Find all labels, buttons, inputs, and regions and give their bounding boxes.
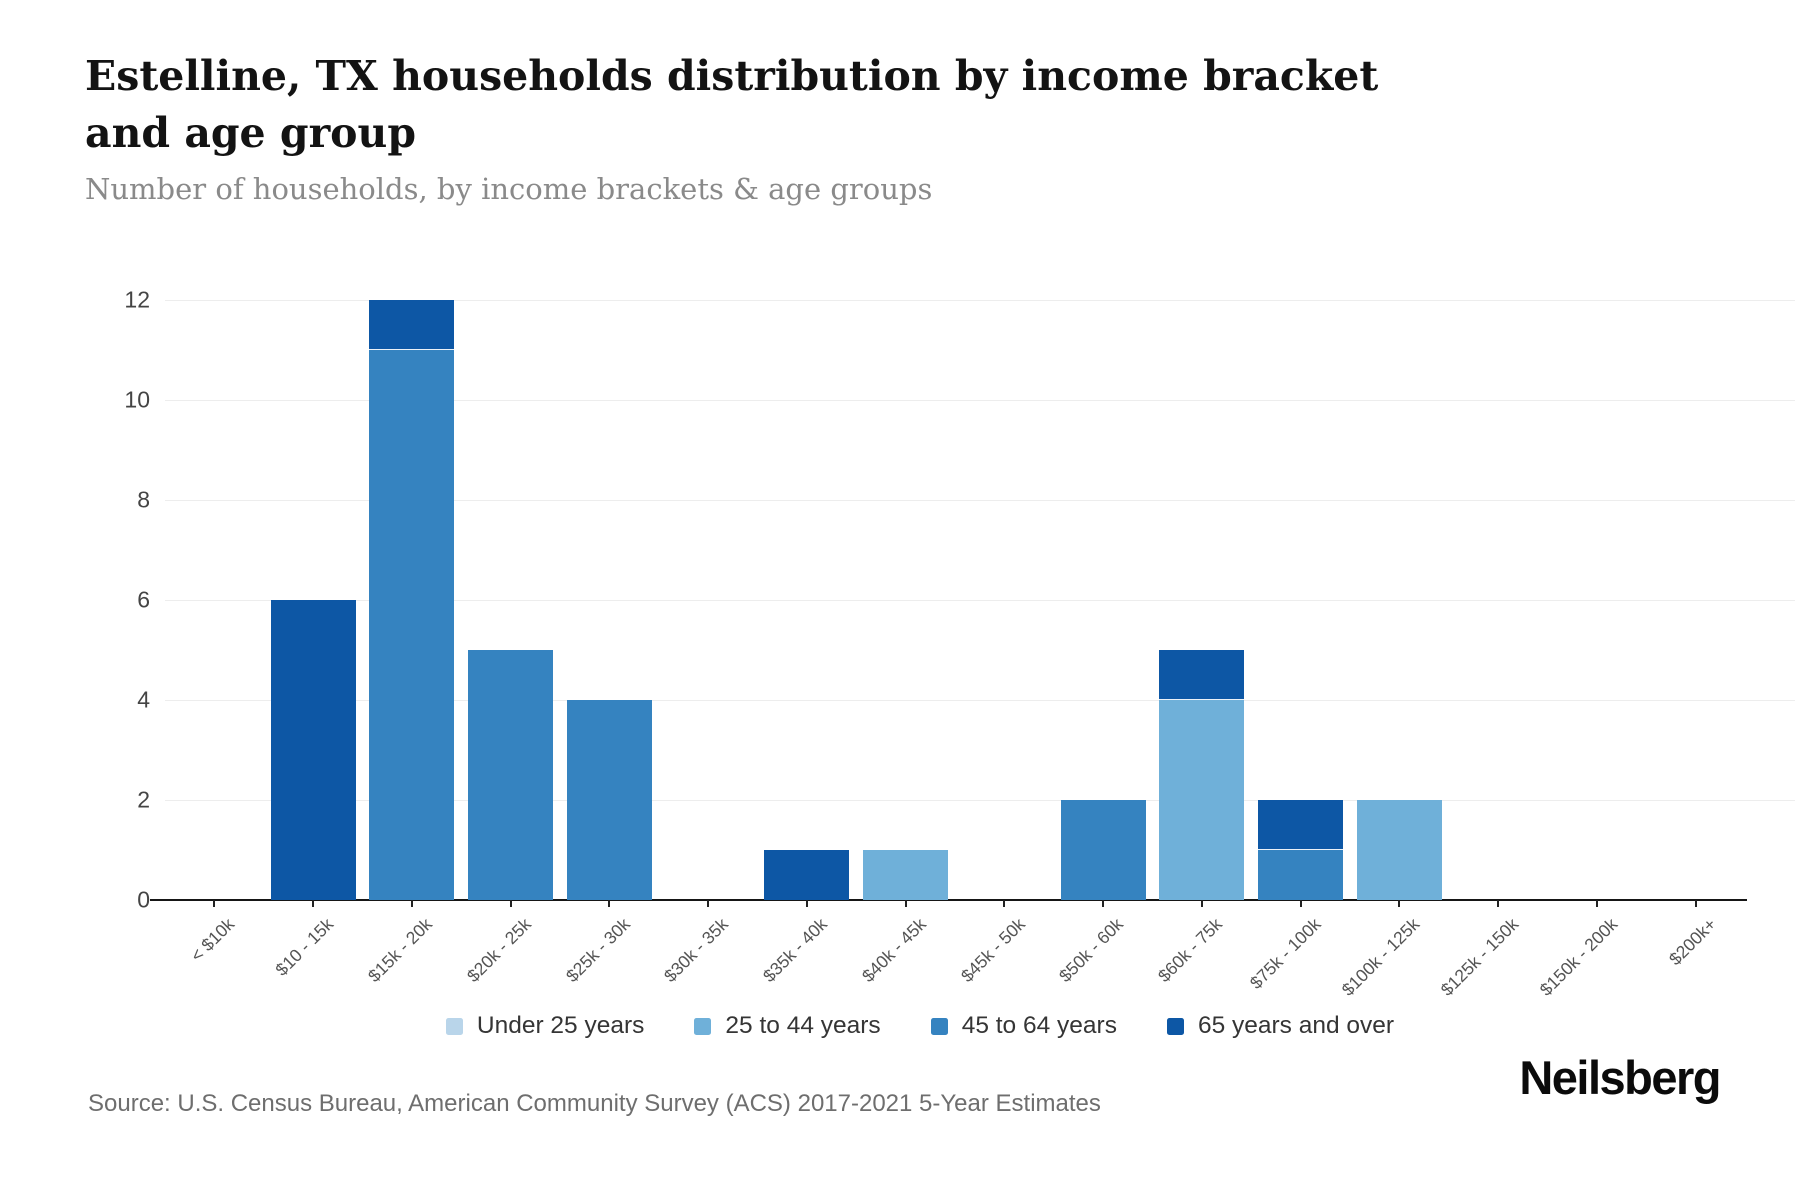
x-axis-category-label: $200k+ bbox=[1664, 914, 1720, 970]
bar-segment bbox=[1258, 800, 1344, 850]
x-axis-line bbox=[150, 899, 1747, 901]
bar-column bbox=[1159, 650, 1245, 900]
bar-column bbox=[764, 850, 850, 900]
x-axis-tick bbox=[410, 900, 413, 907]
y-axis-tick-label: 6 bbox=[137, 586, 150, 613]
x-axis-category-label: $15k - 20k bbox=[364, 914, 437, 986]
legend-item[interactable]: 65 years and over bbox=[1166, 1012, 1395, 1040]
x-axis-category-label: $75k - 100k bbox=[1245, 914, 1325, 993]
gridline bbox=[165, 799, 1795, 801]
legend-swatch-icon bbox=[1166, 1017, 1184, 1035]
bar-column bbox=[566, 700, 652, 900]
x-axis-category-label: < $10k bbox=[186, 914, 239, 966]
gridline bbox=[165, 399, 1795, 401]
x-axis-category-label: $40k - 45k bbox=[857, 914, 930, 986]
x-axis-tick bbox=[1398, 900, 1401, 907]
x-axis-tick bbox=[1200, 900, 1203, 907]
bar-segment bbox=[764, 850, 850, 900]
bar-segment bbox=[369, 350, 455, 900]
bar-column bbox=[270, 600, 356, 900]
legend-swatch-icon bbox=[694, 1017, 712, 1035]
x-axis-tick bbox=[1694, 900, 1697, 907]
gridline bbox=[165, 599, 1795, 601]
legend-item[interactable]: Under 25 years bbox=[445, 1012, 645, 1040]
bar-column bbox=[1060, 800, 1146, 900]
x-axis-category-label: $125k - 150k bbox=[1436, 914, 1523, 1000]
bar-segment bbox=[1356, 800, 1442, 900]
legend-swatch-icon bbox=[930, 1017, 948, 1035]
bar-segment bbox=[1159, 650, 1245, 700]
legend-label: 25 to 44 years bbox=[725, 1012, 881, 1039]
legend-label: Under 25 years bbox=[476, 1012, 645, 1039]
legend-label: 45 to 64 years bbox=[961, 1012, 1117, 1039]
bar-column bbox=[1356, 800, 1442, 900]
source-attribution: Source: U.S. Census Bureau, American Com… bbox=[88, 1090, 1101, 1117]
chart-legend: Under 25 years 25 to 44 years 45 to 64 yea… bbox=[130, 1012, 1710, 1040]
x-axis-tick bbox=[1003, 900, 1006, 907]
legend-swatch-icon bbox=[445, 1017, 463, 1035]
x-axis-category-label: $35k - 40k bbox=[759, 914, 832, 986]
x-axis-tick bbox=[509, 900, 512, 907]
x-axis-tick bbox=[904, 900, 907, 907]
x-axis-tick bbox=[1299, 900, 1302, 907]
neilsberg-logo: Neilsberg bbox=[1519, 1051, 1721, 1104]
bar-segment bbox=[1060, 800, 1146, 900]
x-axis-tick bbox=[1497, 900, 1500, 907]
plot-area: 0 2 4 6 8 10 12 < $10k $10 - 15k $15k - 20k $20k -… bbox=[124, 287, 1795, 1000]
bar-segment bbox=[863, 850, 949, 900]
bar-segment bbox=[1159, 700, 1245, 900]
x-axis-category-label: $10 - 15k bbox=[271, 914, 338, 980]
x-axis-category-label: $30k - 35k bbox=[660, 914, 733, 986]
bar-column bbox=[468, 650, 554, 900]
bar-segment bbox=[369, 300, 455, 350]
y-axis-tick-label: 12 bbox=[124, 286, 150, 313]
x-axis-tick bbox=[707, 900, 710, 907]
page-title: Estelline, TX households distribution by… bbox=[85, 52, 1379, 157]
y-axis-tick-label: 4 bbox=[137, 686, 150, 713]
bar-column bbox=[863, 850, 949, 900]
bar-segment bbox=[566, 700, 652, 900]
gridline bbox=[165, 699, 1795, 701]
x-axis-category-label: $150k - 200k bbox=[1535, 914, 1622, 1000]
x-axis-category-label: $50k - 60k bbox=[1055, 914, 1128, 986]
gridline bbox=[165, 499, 1795, 501]
x-axis-category-label: $60k - 75k bbox=[1154, 914, 1227, 986]
x-axis-category-label: $45k - 50k bbox=[956, 914, 1029, 986]
legend-item[interactable]: 45 to 64 years bbox=[930, 1012, 1117, 1040]
bar-segment bbox=[1258, 850, 1344, 900]
bar-segment bbox=[270, 600, 356, 900]
chart-subtitle: Number of households, by income brackets… bbox=[85, 172, 933, 206]
bar-column bbox=[369, 300, 455, 900]
x-axis-category-label: $20k - 25k bbox=[462, 914, 535, 986]
x-axis-tick bbox=[608, 900, 611, 907]
bar-column bbox=[1258, 800, 1344, 900]
x-axis-category-label: $25k - 30k bbox=[561, 914, 634, 986]
legend-label: 65 years and over bbox=[1197, 1012, 1395, 1039]
gridline bbox=[165, 299, 1795, 301]
bar-segment bbox=[468, 650, 554, 900]
y-axis-tick-label: 8 bbox=[137, 486, 150, 513]
legend-item[interactable]: 25 to 44 years bbox=[694, 1012, 881, 1040]
x-axis-category-label: $100k - 125k bbox=[1337, 914, 1424, 1000]
x-axis-tick bbox=[1595, 900, 1598, 907]
x-axis-tick bbox=[1102, 900, 1105, 907]
x-axis-tick bbox=[213, 900, 216, 907]
y-axis-tick-label: 0 bbox=[137, 886, 150, 913]
x-axis-tick bbox=[312, 900, 315, 907]
y-axis-tick-label: 2 bbox=[137, 786, 150, 813]
y-axis-tick-label: 10 bbox=[124, 386, 150, 413]
x-axis-tick bbox=[805, 900, 808, 907]
